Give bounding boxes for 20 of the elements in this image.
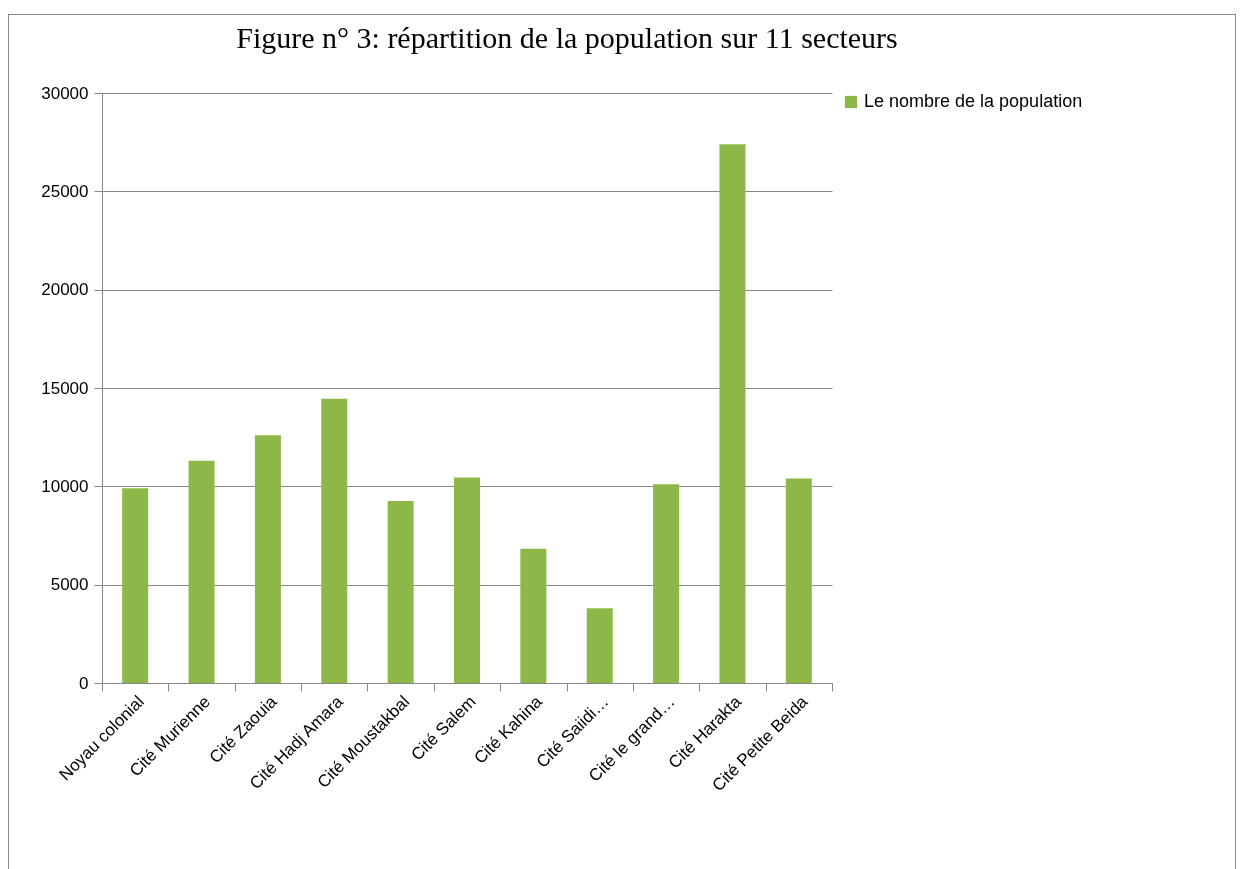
y-tick-label: 30000 bbox=[41, 83, 89, 103]
bar bbox=[454, 477, 480, 683]
y-tick-label: 25000 bbox=[41, 181, 89, 201]
bar bbox=[586, 608, 613, 683]
y-tick-label: 15000 bbox=[41, 378, 89, 398]
bar bbox=[321, 398, 348, 683]
y-tick-label: 5000 bbox=[50, 575, 89, 595]
legend-label: Le nombre de la population bbox=[864, 91, 1083, 111]
bar bbox=[653, 484, 680, 683]
bar bbox=[188, 460, 215, 683]
y-tick-label: 10000 bbox=[41, 476, 89, 496]
bar bbox=[520, 548, 547, 683]
bar bbox=[785, 478, 812, 683]
bar bbox=[719, 144, 746, 683]
bar bbox=[254, 435, 281, 683]
y-tick-label: 20000 bbox=[41, 280, 89, 300]
bar bbox=[387, 501, 414, 683]
bar bbox=[122, 488, 149, 683]
y-tick-label: 0 bbox=[79, 673, 89, 693]
chart-title: Figure n° 3: répartition de la population sur 11 secteurs bbox=[236, 21, 898, 54]
